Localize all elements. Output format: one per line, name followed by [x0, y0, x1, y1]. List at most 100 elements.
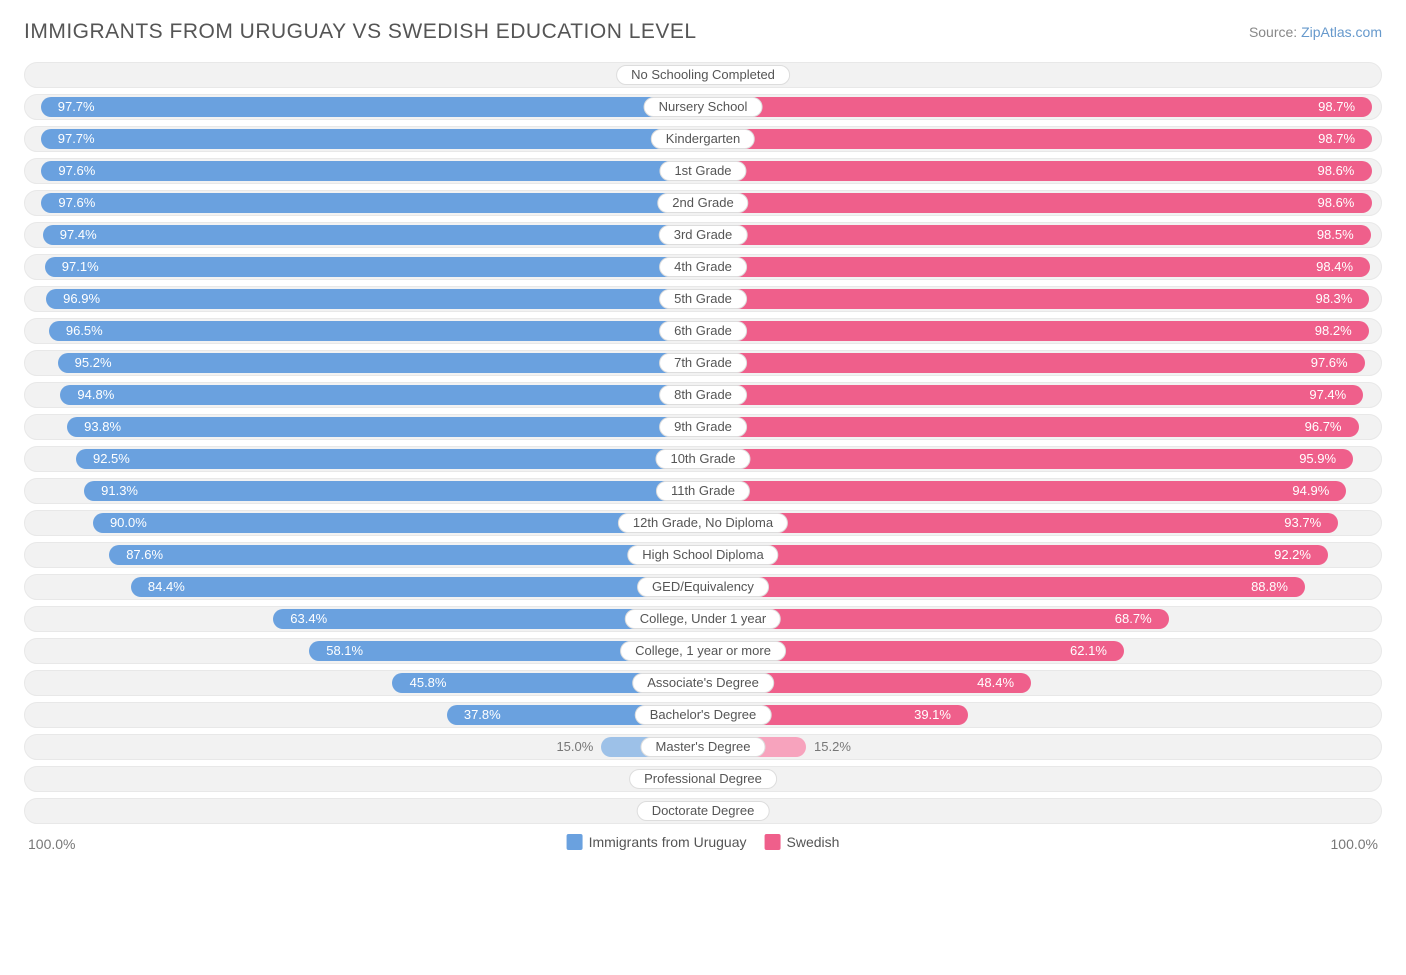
pct-left: 94.8% [77, 383, 114, 407]
category-label: 10th Grade [655, 449, 750, 469]
bar-right [703, 257, 1370, 277]
pct-left: 97.7% [58, 127, 95, 151]
pct-right: 94.9% [1292, 479, 1329, 503]
bar-right [703, 449, 1353, 469]
pct-left: 92.5% [93, 447, 130, 471]
category-label: 3rd Grade [659, 225, 748, 245]
chart-row: 90.0%93.7%12th Grade, No Diploma [24, 510, 1382, 536]
category-label: Kindergarten [651, 129, 755, 149]
pct-left: 90.0% [110, 511, 147, 535]
bar-left [67, 417, 703, 437]
chart-row: 97.6%98.6%1st Grade [24, 158, 1382, 184]
bar-right [703, 481, 1346, 501]
bar-right [703, 161, 1372, 181]
pct-left: 91.3% [101, 479, 138, 503]
category-label: 5th Grade [659, 289, 747, 309]
pct-right: 98.6% [1318, 191, 1355, 215]
chart-row: 96.5% 98.2% 6th Grade [24, 318, 1382, 344]
category-label: No Schooling Completed [616, 65, 790, 85]
bar-left [41, 129, 703, 149]
category-label: 2nd Grade [657, 193, 748, 213]
pct-left: 96.5% [66, 319, 103, 343]
pct-right: 97.4% [1309, 383, 1346, 407]
bar-right [703, 225, 1371, 245]
chart-row: 58.1% 62.1% College, 1 year or more [24, 638, 1382, 664]
pct-right: 92.2% [1274, 543, 1311, 567]
pct-right: 39.1% [914, 703, 951, 727]
bar-right [703, 385, 1363, 405]
bar-left [45, 257, 703, 277]
bar-right [703, 353, 1365, 373]
pct-right: 15.2% [814, 735, 851, 759]
legend-item-left: Immigrants from Uruguay [567, 834, 747, 850]
pct-right: 88.8% [1251, 575, 1288, 599]
category-label: Associate's Degree [632, 673, 774, 693]
bar-right [703, 97, 1372, 117]
legend: Immigrants from Uruguay Swedish [567, 834, 840, 850]
chart-row: 92.5% 95.9% 10th Grade [24, 446, 1382, 472]
chart-row: 97.7% 98.7% Kindergarten [24, 126, 1382, 152]
category-label: Professional Degree [629, 769, 777, 789]
chart-rows: 2.3%1.4%No Schooling Completed97.7%98.7%… [24, 62, 1382, 824]
pct-left: 45.8% [410, 671, 447, 695]
source-label: Source: [1249, 24, 1297, 40]
chart-row: 97.4%98.5%3rd Grade [24, 222, 1382, 248]
chart-row: 84.4% 88.8% GED/Equivalency [24, 574, 1382, 600]
bar-right [703, 193, 1372, 213]
source-attribution: Source: ZipAtlas.com [1249, 24, 1382, 40]
bar-left [49, 321, 703, 341]
category-label: 6th Grade [659, 321, 747, 341]
category-label: High School Diploma [627, 545, 778, 565]
bar-left [46, 289, 703, 309]
pct-right: 98.4% [1316, 255, 1353, 279]
category-label: Doctorate Degree [637, 801, 770, 821]
source-link[interactable]: ZipAtlas.com [1301, 24, 1382, 40]
bar-right [703, 513, 1338, 533]
chart-row: 97.7%98.7%Nursery School [24, 94, 1382, 120]
chart-row: 15.0%15.2%Master's Degree [24, 734, 1382, 760]
pct-right: 95.9% [1299, 447, 1336, 471]
pct-left: 58.1% [326, 639, 363, 663]
pct-left: 97.6% [58, 159, 95, 183]
bar-left [131, 577, 703, 597]
pct-left: 84.4% [148, 575, 185, 599]
chart-row: 45.8% 48.4% Associate's Degree [24, 670, 1382, 696]
axis-right-label: 100.0% [1331, 836, 1378, 852]
category-label: 9th Grade [659, 417, 747, 437]
chart-row: 97.6%98.6%2nd Grade [24, 190, 1382, 216]
pct-left: 63.4% [290, 607, 327, 631]
axis-left-label: 100.0% [28, 836, 75, 852]
legend-label-left: Immigrants from Uruguay [589, 834, 747, 850]
pct-left: 95.2% [75, 351, 112, 375]
category-label: 12th Grade, No Diploma [618, 513, 788, 533]
category-label: Nursery School [644, 97, 763, 117]
pct-right: 48.4% [977, 671, 1014, 695]
pct-right: 62.1% [1070, 639, 1107, 663]
legend-swatch-left [567, 834, 583, 850]
pct-right: 97.6% [1311, 351, 1348, 375]
chart-container: IMMIGRANTS FROM URUGUAY VS SWEDISH EDUCA… [0, 0, 1406, 975]
category-label: 7th Grade [659, 353, 747, 373]
header: IMMIGRANTS FROM URUGUAY VS SWEDISH EDUCA… [24, 20, 1382, 44]
category-label: College, Under 1 year [625, 609, 781, 629]
category-label: College, 1 year or more [620, 641, 786, 661]
pct-right: 98.7% [1318, 95, 1355, 119]
bar-right [703, 289, 1369, 309]
chart-row: 4.6%4.5%Professional Degree [24, 766, 1382, 792]
bar-left [58, 353, 703, 373]
pct-left: 37.8% [464, 703, 501, 727]
pct-left: 15.0% [556, 735, 593, 759]
category-label: 4th Grade [659, 257, 747, 277]
pct-right: 98.7% [1318, 127, 1355, 151]
category-label: GED/Equivalency [637, 577, 769, 597]
pct-left: 97.1% [62, 255, 99, 279]
category-label: 1st Grade [659, 161, 746, 181]
bar-left [41, 97, 703, 117]
chart-row: 97.1% 98.4% 4th Grade [24, 254, 1382, 280]
chart-row: 95.2% 97.6% 7th Grade [24, 350, 1382, 376]
pct-right: 98.2% [1315, 319, 1352, 343]
legend-label-right: Swedish [787, 834, 840, 850]
chart-row: 93.8%96.7%9th Grade [24, 414, 1382, 440]
chart-row: 96.9%98.3%5th Grade [24, 286, 1382, 312]
bar-left [93, 513, 703, 533]
